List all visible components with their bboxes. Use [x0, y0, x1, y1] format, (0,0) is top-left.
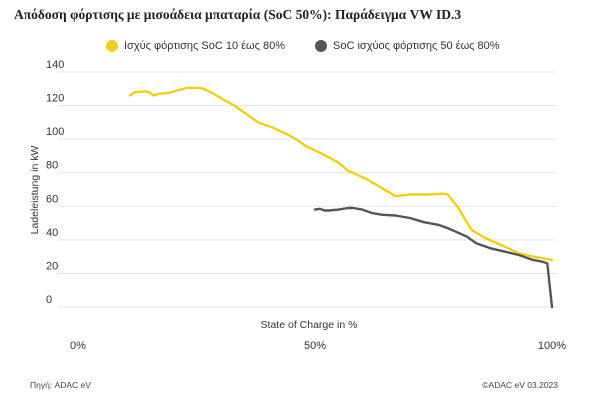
y-tick-label: 80: [46, 160, 58, 172]
series-lines: [128, 86, 554, 309]
y-tick-label: 100: [46, 126, 64, 138]
chart-title: Απόδοση φόρτισης με μισοάδεια μπαταρία (…: [14, 7, 462, 22]
y-axis-label: Ladeleistung in kW: [29, 146, 41, 235]
legend-label-series-1: Ισχύς φόρτισης SoC 10 έως 80%: [124, 40, 286, 52]
x-axis-label: State of Charge in %: [261, 319, 358, 331]
y-tick-label: 40: [46, 227, 58, 239]
y-tick-label: 120: [46, 93, 64, 105]
source-note: Πηγή: ADAC eV: [30, 380, 91, 390]
chart-legend: Ισχύς φόρτισης SoC 10 έως 80% SoC ισχύος…: [106, 40, 500, 52]
y-tick-label: 60: [46, 193, 58, 205]
copyright-note: ©ADAC eV 03.2023: [482, 380, 558, 390]
y-tick-label: 20: [46, 260, 58, 272]
x-tick-label: 100%: [538, 340, 566, 352]
legend-item-series-1: Ισχύς φόρτισης SoC 10 έως 80%: [106, 40, 285, 52]
y-tick-label: 0: [46, 294, 52, 306]
x-axis-ticks: 0% 50% 100%: [70, 340, 566, 352]
y-axis-ticks: 0 20 40 60 80 100 120 140: [46, 59, 64, 306]
x-tick-label: 50%: [304, 340, 326, 352]
legend-swatch-series-1: [106, 40, 118, 52]
series-line-2: [313, 206, 554, 309]
legend-item-series-2: SoC ισχύος φόρτισης 50 έως 80%: [315, 40, 500, 52]
y-tick-label: 140: [46, 59, 64, 71]
x-tick-label: 0%: [70, 340, 86, 352]
grid-lines: [58, 71, 556, 308]
legend-label-series-2: SoC ισχύος φόρτισης 50 έως 80%: [333, 40, 500, 52]
series-line-1: [128, 86, 554, 262]
legend-swatch-series-2: [315, 40, 328, 52]
